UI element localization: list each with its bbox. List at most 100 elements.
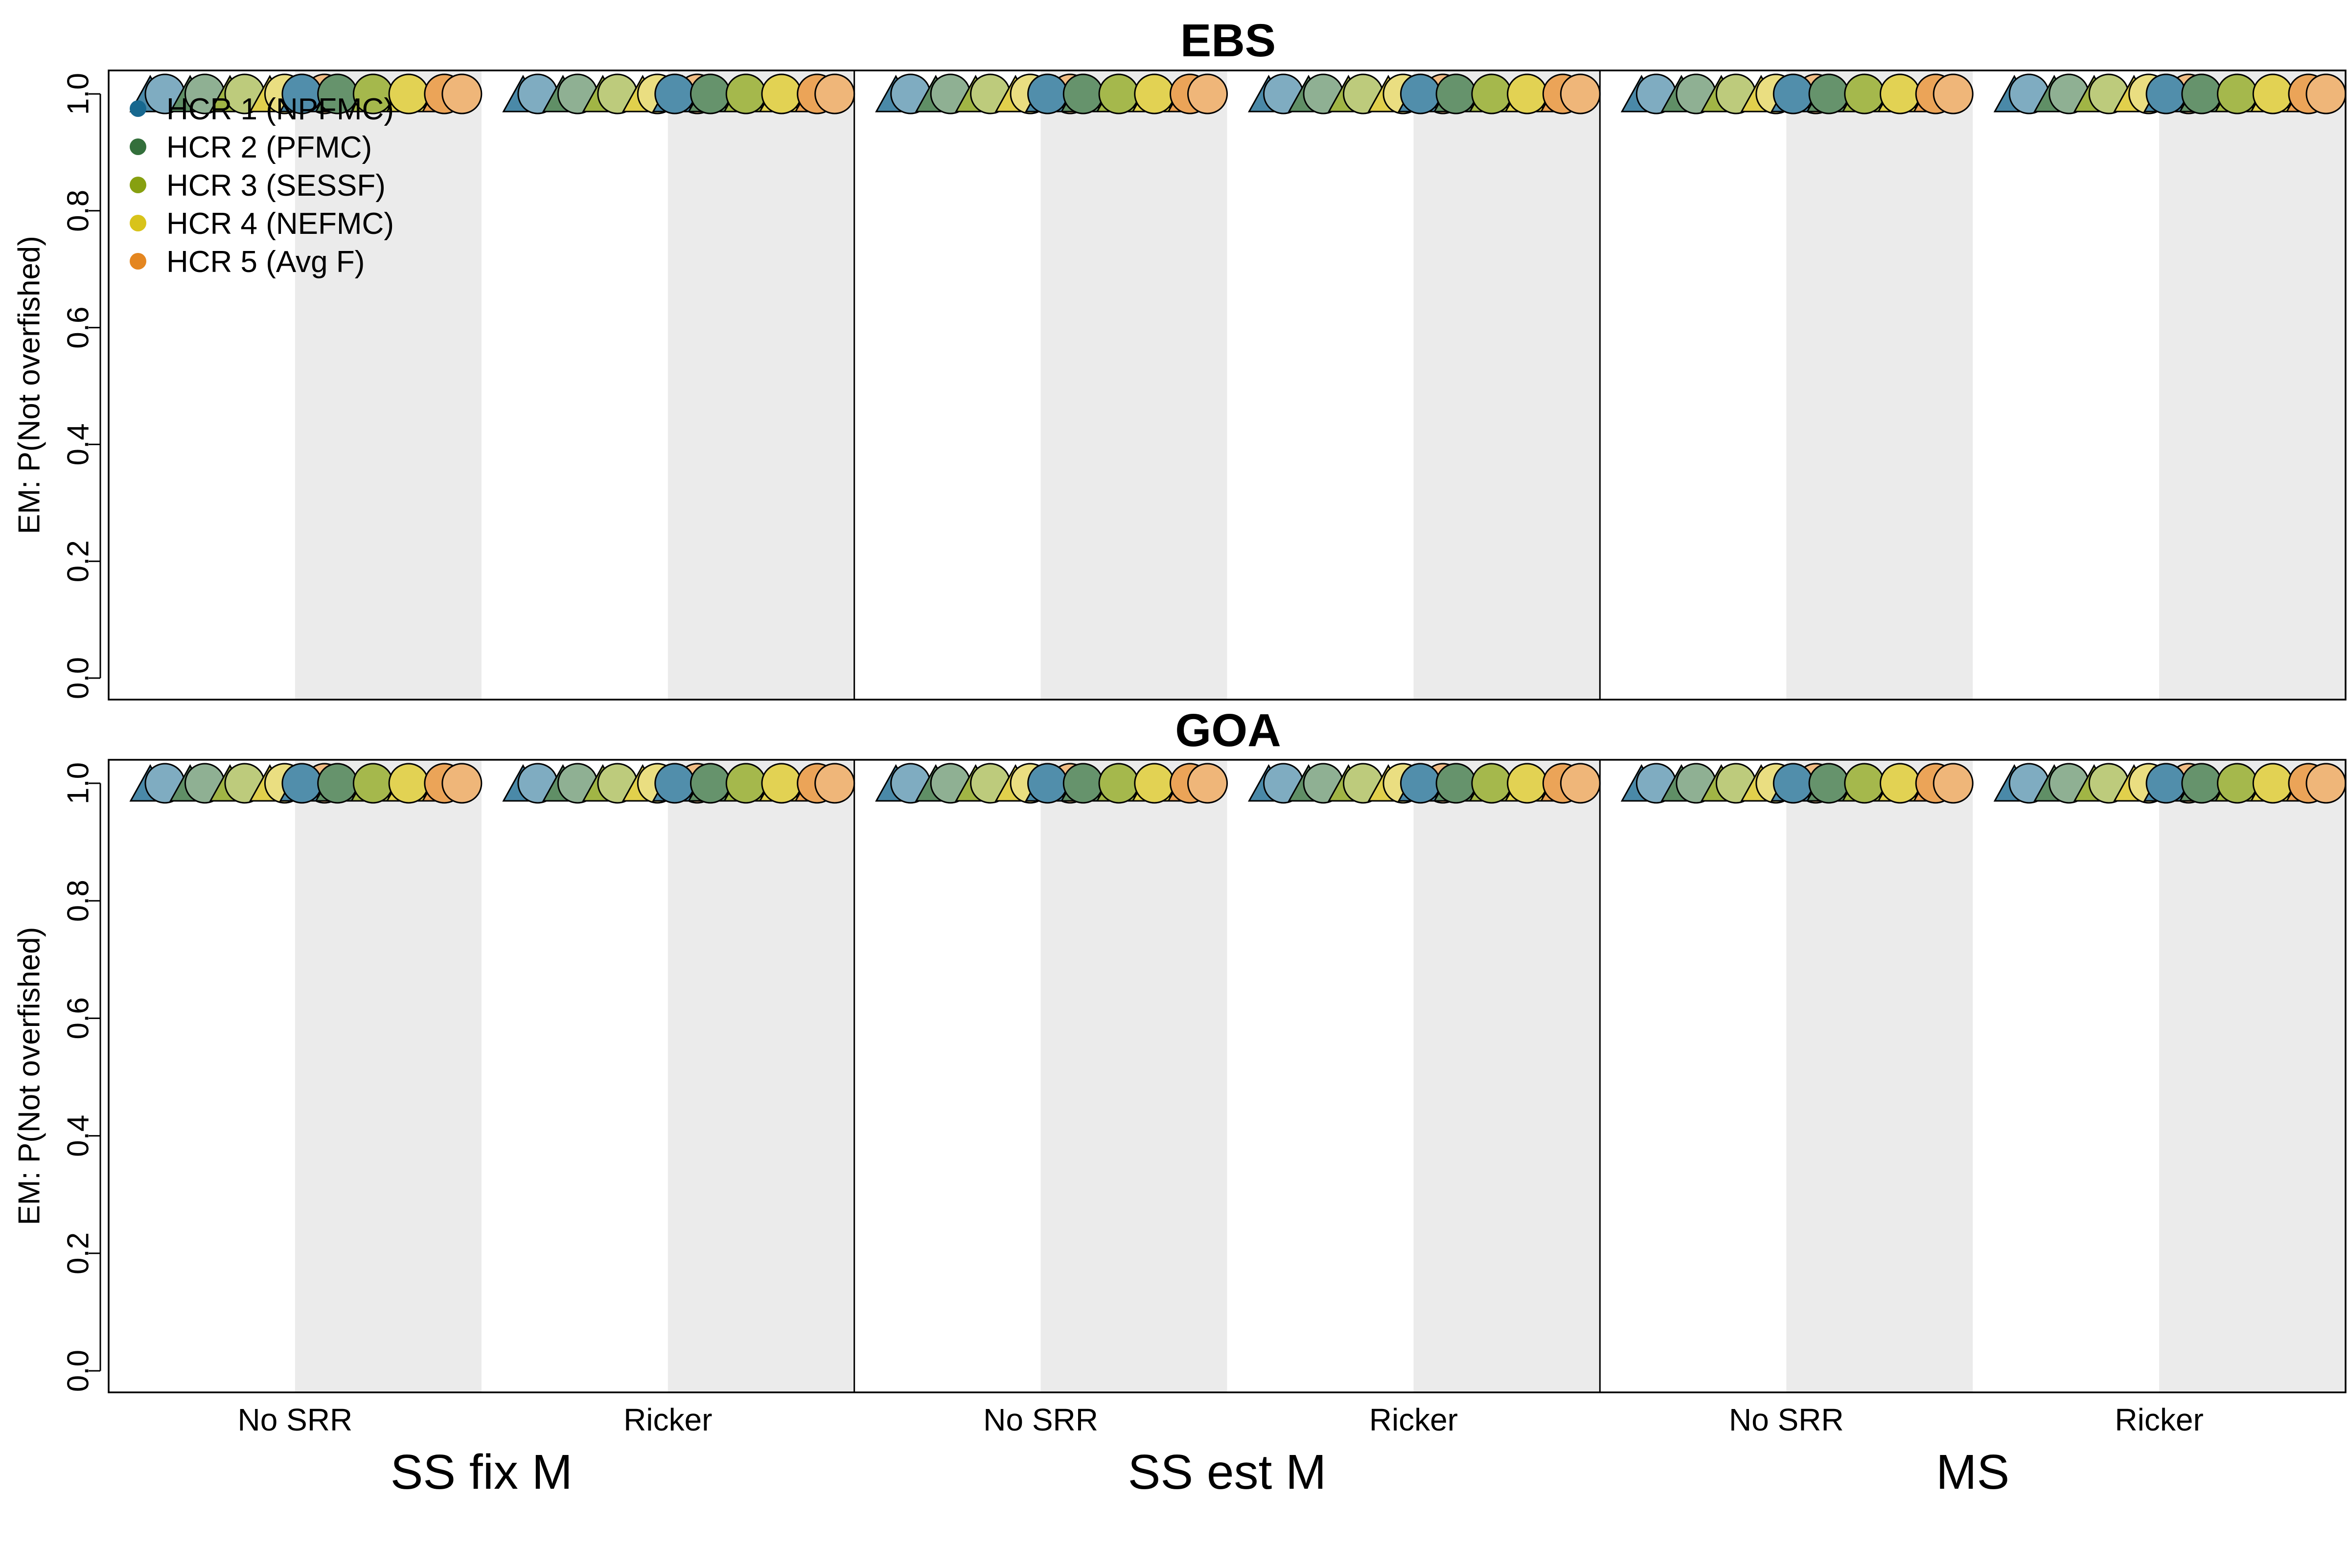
shaded-region <box>1040 760 1227 1392</box>
marker-circle <box>352 763 393 804</box>
marker-circle <box>725 73 766 114</box>
legend-marker <box>130 100 146 117</box>
shaded-region <box>1040 70 1227 700</box>
panel-title: EBS <box>1180 15 1276 67</box>
marker-circle <box>281 763 322 804</box>
legend: HCR 1 (NPFMC) HCR 2 (PFMC) HCR 3 (SESSF) HC… <box>130 92 394 279</box>
x-tick-label: No SRR <box>1729 1402 1844 1437</box>
y-tick-label: 0.4 <box>62 1114 95 1157</box>
marker-circle <box>690 73 731 114</box>
marker-circle <box>2145 763 2187 804</box>
marker-circle <box>441 73 483 114</box>
marker-circle <box>1507 73 1548 114</box>
marker-circle <box>761 763 802 804</box>
marker-circle <box>1062 763 1104 804</box>
panel-title: GOA <box>1175 704 1281 756</box>
marker-circle <box>1471 73 1512 114</box>
marker-circle <box>1879 73 1920 114</box>
marker-circle <box>1134 73 1175 114</box>
marker-circle <box>761 73 802 114</box>
legend-label: HCR 2 (PFMC) <box>166 131 372 164</box>
shaded-region <box>1413 760 1600 1392</box>
y-tick-label: 0.2 <box>62 540 95 582</box>
shaded-region <box>295 70 482 700</box>
marker-circle <box>2145 73 2187 114</box>
marker-circle <box>1471 763 1512 804</box>
x-tick-label: Ricker <box>1369 1402 1458 1437</box>
y-tick-label: 0.8 <box>62 190 95 232</box>
marker-circle <box>1879 763 1920 804</box>
marker-circle <box>2181 763 2222 804</box>
y-tick-label: 1.0 <box>62 762 95 804</box>
panel-goa: GOA 0.0 0.2 0.4 0.6 0.8 1.0 EM: P(Not overfishe… <box>13 704 2347 1393</box>
legend-label: HCR 1 (NPFMC) <box>166 92 394 126</box>
marker-circle <box>690 763 731 804</box>
y-tick-label: 0.6 <box>62 997 95 1039</box>
marker-circle <box>2305 763 2347 804</box>
shaded-region <box>668 760 854 1392</box>
legend-label: HCR 4 (NEFMC) <box>166 207 394 241</box>
marker-circle <box>1134 763 1175 804</box>
legend-label: HCR 5 (Avg F) <box>166 245 365 279</box>
shaded-region <box>295 760 482 1392</box>
marker-circle <box>1187 73 1228 114</box>
y-tick-label: 1.0 <box>62 73 95 115</box>
x-group-label: MS <box>1936 1445 2009 1500</box>
marker-circle <box>1435 73 1476 114</box>
y-axis-title: EM: P(Not overfished) <box>13 927 46 1226</box>
marker-circle <box>441 763 483 804</box>
marker-circle <box>388 73 429 114</box>
x-tick-label: Ricker <box>623 1402 712 1437</box>
marker-circle <box>2252 763 2293 804</box>
marker-circle <box>317 763 358 804</box>
marker-circle <box>1773 763 1814 804</box>
y-tick-label: 0.8 <box>62 880 95 922</box>
shaded-region <box>1786 70 1973 700</box>
marker-circle <box>2181 73 2222 114</box>
legend-marker <box>130 215 146 231</box>
x-tick-label: No SRR <box>238 1402 353 1437</box>
plot-frame <box>108 69 2347 701</box>
plot-frame <box>108 759 2347 1393</box>
marker-circle <box>1808 763 1849 804</box>
y-tick-label: 0.6 <box>62 306 95 348</box>
marker-circle <box>1808 73 1849 114</box>
shaded-region <box>2159 760 2346 1392</box>
shaded-region <box>668 70 854 700</box>
marker-circle <box>1844 73 1885 114</box>
shaded-region <box>2159 70 2346 700</box>
legend-marker <box>130 138 146 155</box>
marker-circle <box>2217 73 2258 114</box>
marker-circle <box>1187 763 1228 804</box>
marker-circle <box>814 73 855 114</box>
marker-circle <box>1933 73 1974 114</box>
marker-circle <box>1507 763 1548 804</box>
marker-circle <box>2305 73 2347 114</box>
y-axis-title: EM: P(Not overfished) <box>13 236 46 534</box>
marker-circle <box>654 73 695 114</box>
marker-circle <box>1560 73 1601 114</box>
y-tick-label: 0.4 <box>62 423 95 465</box>
marker-circle <box>1400 763 1441 804</box>
x-tick-label: Ricker <box>2115 1402 2203 1437</box>
marker-circle <box>2252 73 2293 114</box>
marker-circle <box>1400 73 1441 114</box>
panel-ebs: EBS 0.0 0.2 0.4 0.6 0.8 1.0 EM: P(Not overfishe… <box>13 15 2347 701</box>
marker-circle <box>725 763 766 804</box>
shaded-region <box>1786 760 1973 1392</box>
legend-marker <box>130 177 146 193</box>
y-tick-label: 0.0 <box>62 1350 95 1392</box>
marker-circle <box>388 763 429 804</box>
marker-circle <box>1098 73 1139 114</box>
legend-marker <box>130 253 146 270</box>
marker-circle <box>814 763 855 804</box>
x-group-label: SS est M <box>1128 1445 1327 1500</box>
marker-circle <box>654 763 695 804</box>
legend-label: HCR 3 (SESSF) <box>166 169 386 203</box>
marker-circle <box>1027 73 1068 114</box>
x-group-label: SS fix M <box>391 1445 573 1500</box>
marker-circle <box>1435 763 1476 804</box>
y-tick-label: 0.0 <box>62 657 95 699</box>
